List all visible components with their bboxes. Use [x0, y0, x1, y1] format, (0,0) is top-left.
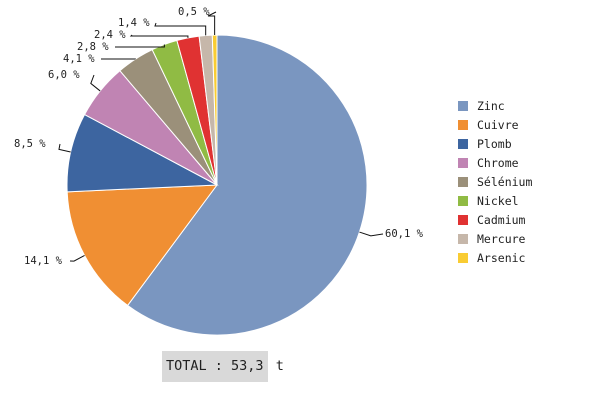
- total-label: TOTAL : 53,3: [162, 351, 268, 382]
- leader-line-nickel: [115, 44, 165, 48]
- leader-line-cuivre: [69, 255, 85, 262]
- data-label-arsenic: 0,5 %: [178, 6, 210, 18]
- legend-item: Chrome: [458, 153, 532, 172]
- legend-label: Sélénium: [477, 174, 533, 189]
- data-label-cadmium: 2,4 %: [94, 29, 126, 41]
- legend-swatch: [458, 157, 468, 168]
- legend-label: Cuivre: [477, 117, 519, 132]
- data-label-zinc: 60,1 %: [385, 228, 424, 240]
- total-unit: t: [275, 358, 284, 374]
- legend-label: Plomb: [477, 136, 512, 151]
- legend-swatch: [458, 119, 468, 130]
- legend-item: Plomb: [458, 134, 532, 153]
- legend-item: Cuivre: [458, 115, 532, 134]
- legend-swatch: [458, 100, 468, 111]
- pie-slice-cuivre: [66, 184, 219, 307]
- legend-item: Arsenic: [458, 248, 532, 267]
- legend-label: Chrome: [477, 155, 519, 170]
- data-label-mercure: 1,4 %: [118, 17, 150, 29]
- leader-line-cadmium: [129, 34, 189, 38]
- legend-swatch: [458, 176, 468, 187]
- leader-line-arsenic: [207, 11, 217, 36]
- leader-line-plomb: [58, 143, 71, 153]
- leader-line-zinc: [359, 231, 384, 237]
- legend-label: Cadmium: [477, 212, 526, 227]
- legend: Zinc Cuivre Plomb Chrome Sélénium Nickel Cadmi…: [458, 96, 532, 267]
- data-label-chrome: 6,0 %: [48, 69, 80, 81]
- total-annotation: TOTAL : 53,3 t: [162, 351, 288, 382]
- legend-swatch: [458, 214, 468, 225]
- legend-label: Mercure: [477, 231, 526, 246]
- legend-swatch: [458, 233, 468, 244]
- data-label-cuivre: 14,1 %: [24, 255, 63, 267]
- legend-swatch: [458, 138, 468, 149]
- legend-label: Arsenic: [477, 250, 526, 265]
- legend-item: Nickel: [458, 191, 532, 210]
- legend-label: Nickel: [477, 193, 519, 208]
- leader-line-mercure: [154, 22, 207, 36]
- data-label-plomb: 8,5 %: [14, 138, 46, 150]
- data-label-nickel: 2,8 %: [77, 41, 109, 53]
- legend-swatch: [458, 195, 468, 206]
- data-label-sélénium: 4,1 %: [63, 53, 95, 65]
- leader-line-chrome: [90, 74, 101, 92]
- legend-item: Sélénium: [458, 172, 532, 191]
- legend-item: Cadmium: [458, 210, 532, 229]
- legend-item: Zinc: [458, 96, 532, 115]
- legend-swatch: [458, 252, 468, 263]
- legend-item: Mercure: [458, 229, 532, 248]
- pie-slice-arsenic: [211, 34, 218, 186]
- legend-label: Zinc: [477, 98, 505, 113]
